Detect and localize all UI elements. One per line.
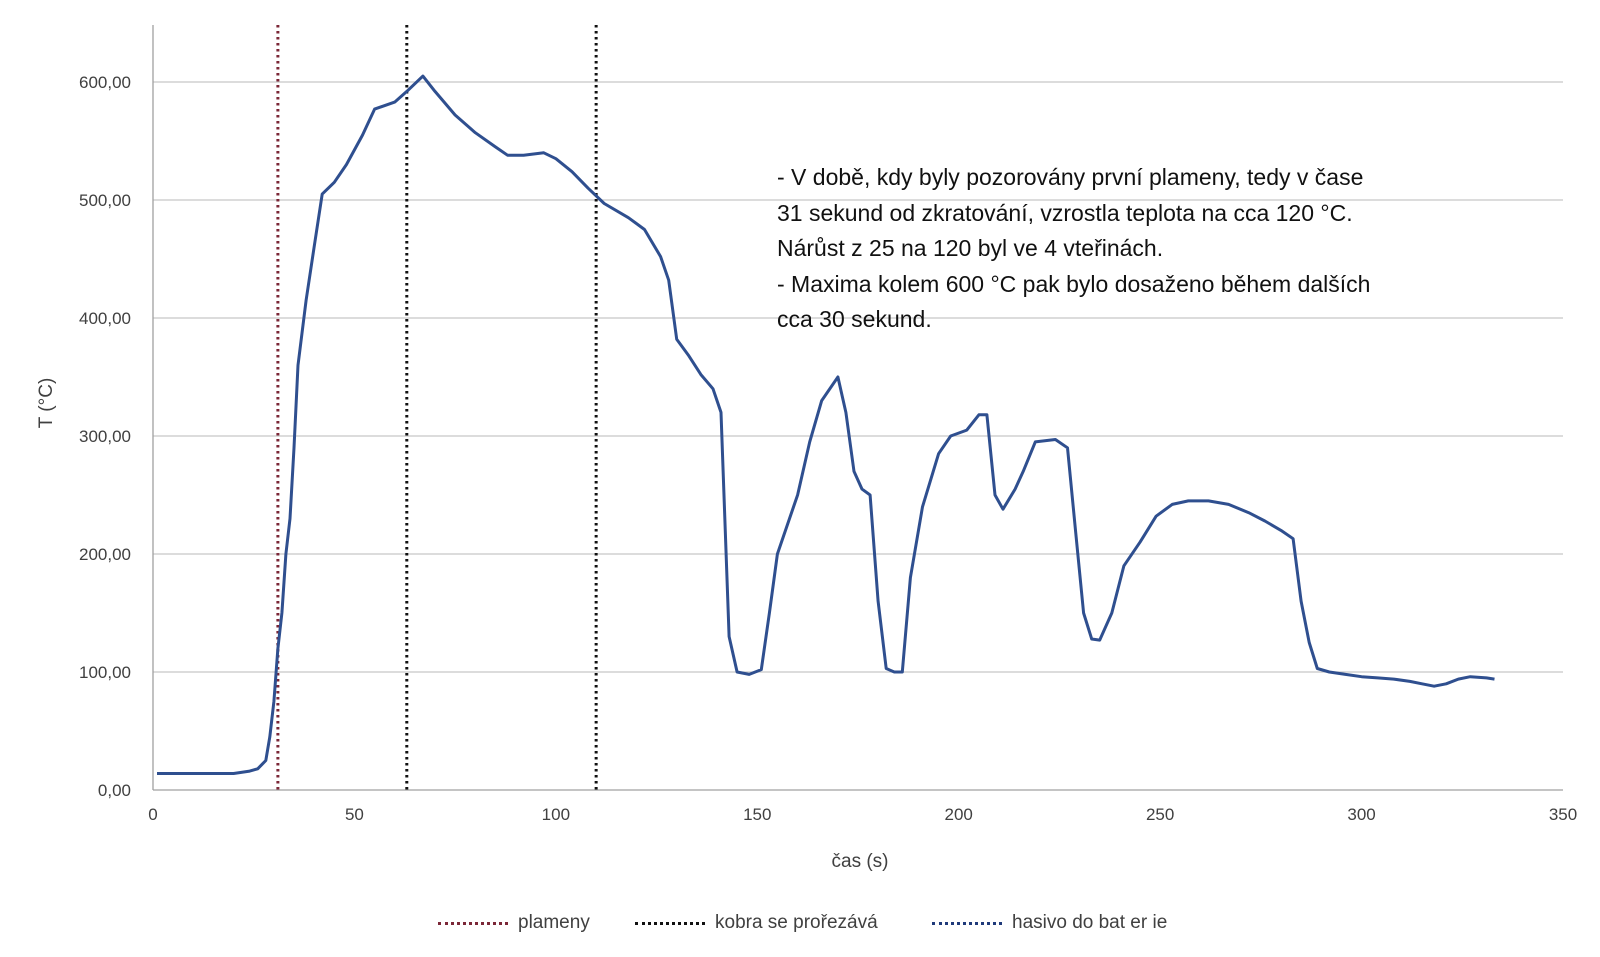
y-tick-label: 200,00 [79,545,131,564]
annotation-text: - V době, kdy byly pozorovány první plam… [777,160,1517,338]
x-axis-label: čas (s) [832,851,889,872]
y-axis-label: T (°C) [36,378,57,429]
annotation-line: - V době, kdy byly pozorovány první plam… [777,164,1364,190]
x-tick-labels: 0 50 100 150 200 250 300 350 [148,805,1577,824]
annotation-line: Nárůst z 25 na 120 byl ve 4 vteřinách. [777,235,1164,261]
axes [152,25,1563,791]
legend-label: plameny [518,912,590,933]
legend-item-hasivo: hasivo do bat er ie [932,912,1167,934]
legend-label: kobra se prořezává [715,912,878,933]
y-tick-label: 600,00 [79,73,131,92]
x-tick-label: 0 [148,805,157,824]
y-tick-label: 400,00 [79,309,131,328]
x-tick-label: 300 [1347,805,1375,824]
x-tick-label: 150 [743,805,771,824]
vertical-markers [276,25,598,790]
legend-item-kobra: kobra se prořezává [635,912,878,934]
annotation-line: cca 30 sekund. [777,306,932,332]
y-tick-label: 100,00 [79,663,131,682]
x-tick-label: 100 [542,805,570,824]
annotation-line: 31 sekund od zkratování, vzrostla teplot… [777,199,1353,226]
y-tick-label: 0,00 [98,781,131,800]
y-tick-labels: 0,00 100,00 200,00 300,00 400,00 500,00 600,00 [79,73,131,800]
legend-label: hasivo do bat er ie [1012,912,1168,933]
legend-item-plameny: plameny [438,912,590,934]
temperature-series-line [157,74,1495,775]
y-tick-label: 500,00 [79,191,131,210]
x-tick-label: 50 [345,805,364,824]
annotation-line: - Maxima kolem 600 °C pak bylo dosaženo … [777,270,1371,297]
x-tick-label: 250 [1146,805,1174,824]
legend-swatch [635,921,705,925]
legend-swatch [438,921,508,925]
legend: plameny kobra se prořezává hasivo do bat… [0,912,1600,942]
x-tick-label: 350 [1549,805,1577,824]
y-tick-label: 300,00 [79,427,131,446]
series-lines [157,74,1495,775]
legend-swatch [932,921,1002,925]
x-tick-label: 200 [945,805,973,824]
